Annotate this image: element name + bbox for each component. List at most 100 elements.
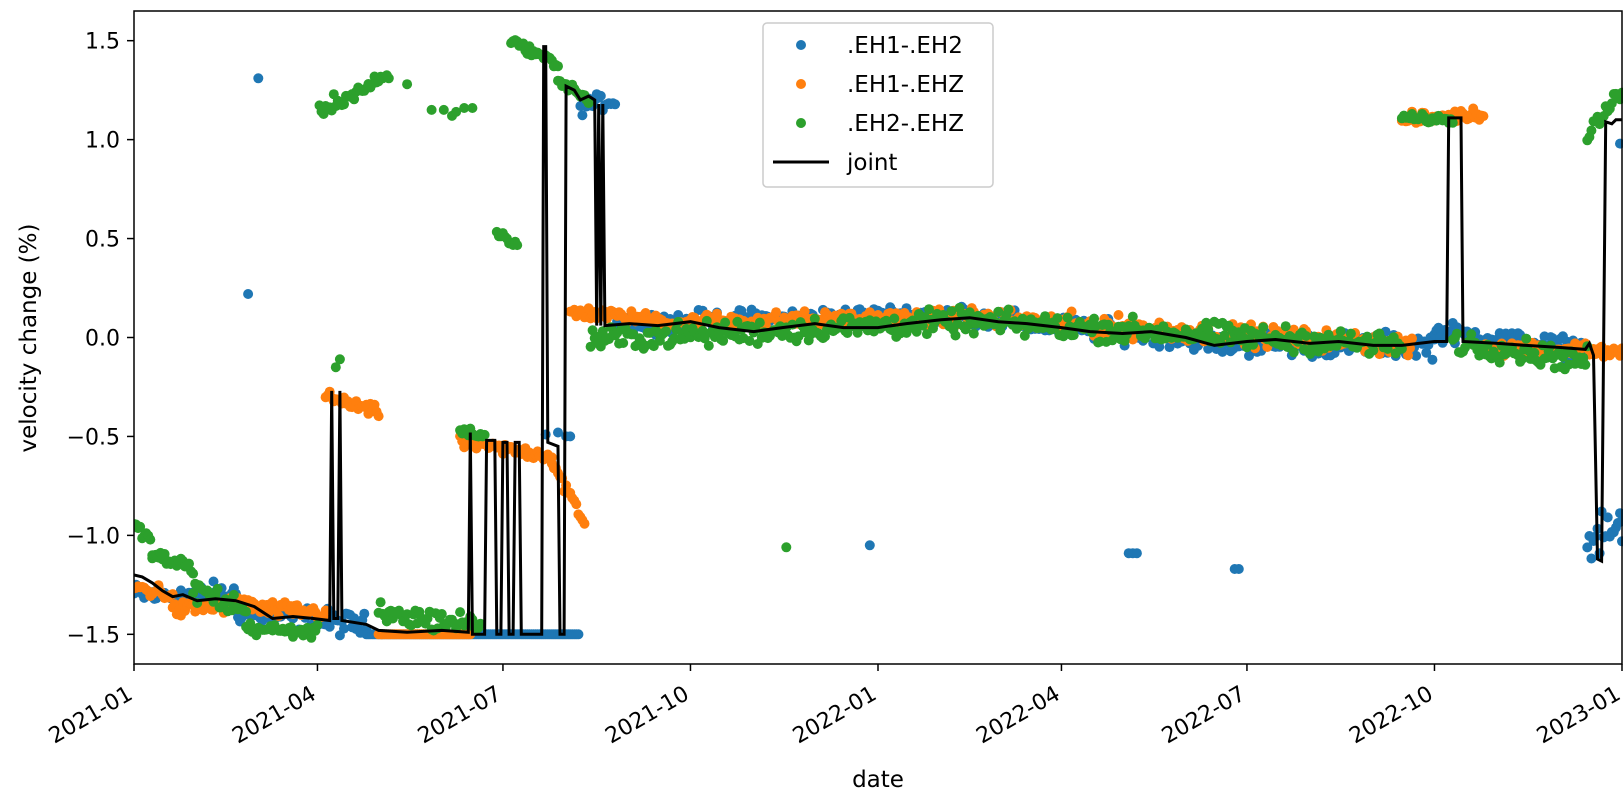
x-tick-label: 2023-01 bbox=[1533, 682, 1623, 750]
data-point bbox=[512, 240, 523, 251]
y-tick-label: −1.0 bbox=[67, 524, 120, 549]
data-point bbox=[950, 330, 961, 341]
data-point bbox=[1586, 125, 1597, 136]
legend-label: .EH1-.EH2 bbox=[847, 33, 963, 59]
data-point bbox=[1288, 347, 1299, 358]
data-point bbox=[1062, 312, 1073, 323]
x-axis-label: date bbox=[852, 767, 904, 793]
joint-line bbox=[134, 45, 1622, 636]
data-point bbox=[1580, 359, 1591, 370]
scatter-layer bbox=[134, 35, 1623, 643]
data-point bbox=[334, 354, 345, 365]
data-point bbox=[1582, 542, 1593, 553]
data-point bbox=[479, 429, 490, 440]
legend-swatch bbox=[796, 79, 806, 89]
data-point bbox=[610, 99, 621, 110]
data-point bbox=[889, 313, 900, 324]
data-point bbox=[1305, 349, 1316, 359]
data-point bbox=[799, 306, 810, 317]
x-tick-label: 2022-07 bbox=[1158, 682, 1250, 750]
data-point bbox=[426, 104, 437, 115]
data-point bbox=[324, 621, 335, 632]
data-point bbox=[1052, 313, 1063, 324]
data-point bbox=[993, 306, 1004, 317]
data-point bbox=[1345, 328, 1356, 339]
data-point bbox=[467, 103, 478, 113]
data-point bbox=[438, 104, 449, 115]
data-point bbox=[553, 427, 563, 438]
data-point bbox=[1280, 321, 1291, 332]
data-point bbox=[135, 521, 146, 532]
data-point bbox=[809, 313, 820, 324]
x-tick-label: 2021-07 bbox=[414, 682, 506, 750]
x-tick-label: 2021-01 bbox=[45, 682, 137, 750]
x-tick-label: 2021-04 bbox=[228, 682, 320, 750]
y-tick-label: 0.0 bbox=[85, 327, 120, 352]
data-point bbox=[1421, 347, 1432, 358]
data-point bbox=[1368, 345, 1379, 356]
y-tick-label: 1.5 bbox=[85, 30, 120, 55]
data-point bbox=[184, 558, 194, 569]
data-point bbox=[383, 73, 394, 84]
data-point bbox=[312, 619, 323, 630]
data-point bbox=[243, 289, 254, 299]
data-point bbox=[553, 61, 563, 72]
data-point bbox=[1017, 313, 1028, 324]
data-point bbox=[754, 317, 765, 328]
data-point bbox=[864, 540, 875, 551]
data-point bbox=[911, 326, 922, 337]
data-point bbox=[1494, 357, 1505, 368]
y-axis: 1.5 1.0 0.5 0.0 −0.5 −1.0 −1.5 bbox=[67, 30, 134, 648]
data-point bbox=[1219, 330, 1230, 341]
data-point bbox=[455, 607, 466, 618]
data-point bbox=[459, 103, 470, 113]
data-point bbox=[373, 411, 384, 422]
y-tick-label: 1.0 bbox=[85, 129, 120, 154]
data-point bbox=[475, 618, 486, 629]
data-point bbox=[720, 317, 731, 328]
data-point bbox=[1301, 331, 1312, 341]
data-point bbox=[208, 576, 219, 587]
y-tick-label: −0.5 bbox=[67, 425, 120, 450]
data-point bbox=[373, 75, 384, 86]
data-point bbox=[1606, 98, 1617, 109]
x-tick-label: 2021-10 bbox=[601, 682, 693, 750]
line-layer bbox=[134, 45, 1622, 636]
data-point bbox=[451, 106, 462, 117]
data-point bbox=[573, 629, 584, 640]
data-point bbox=[320, 605, 331, 616]
x-tick-label: 2022-04 bbox=[972, 682, 1064, 750]
data-point bbox=[1466, 329, 1477, 340]
data-point bbox=[577, 110, 588, 121]
data-point bbox=[1019, 330, 1030, 341]
data-point bbox=[1521, 333, 1532, 344]
data-point bbox=[1003, 304, 1014, 315]
data-point bbox=[402, 79, 413, 90]
data-point bbox=[697, 325, 708, 336]
data-point bbox=[1233, 564, 1244, 574]
data-point bbox=[253, 73, 264, 84]
data-point bbox=[1615, 138, 1623, 149]
data-point bbox=[1517, 354, 1528, 364]
data-point bbox=[587, 325, 598, 336]
x-tick-label: 2022-10 bbox=[1345, 682, 1437, 750]
series-2 bbox=[134, 35, 1623, 643]
legend-box bbox=[762, 22, 994, 188]
data-point bbox=[924, 304, 934, 315]
data-point bbox=[718, 335, 729, 346]
data-point bbox=[1131, 548, 1142, 559]
legend-swatch bbox=[796, 118, 806, 128]
data-point bbox=[212, 583, 223, 594]
data-point bbox=[595, 90, 606, 101]
data-point bbox=[1451, 328, 1462, 339]
data-point bbox=[771, 307, 782, 318]
data-point bbox=[583, 98, 594, 109]
data-point bbox=[1529, 347, 1540, 358]
legend-label: .EH2-.EHZ bbox=[847, 111, 964, 137]
data-point bbox=[349, 94, 360, 105]
data-point bbox=[1586, 553, 1597, 564]
data-point bbox=[245, 618, 256, 629]
data-point bbox=[1602, 512, 1613, 523]
x-axis: 2021-01 2021-04 2021-07 2021-10 2022-01 2022-… bbox=[45, 664, 1623, 749]
